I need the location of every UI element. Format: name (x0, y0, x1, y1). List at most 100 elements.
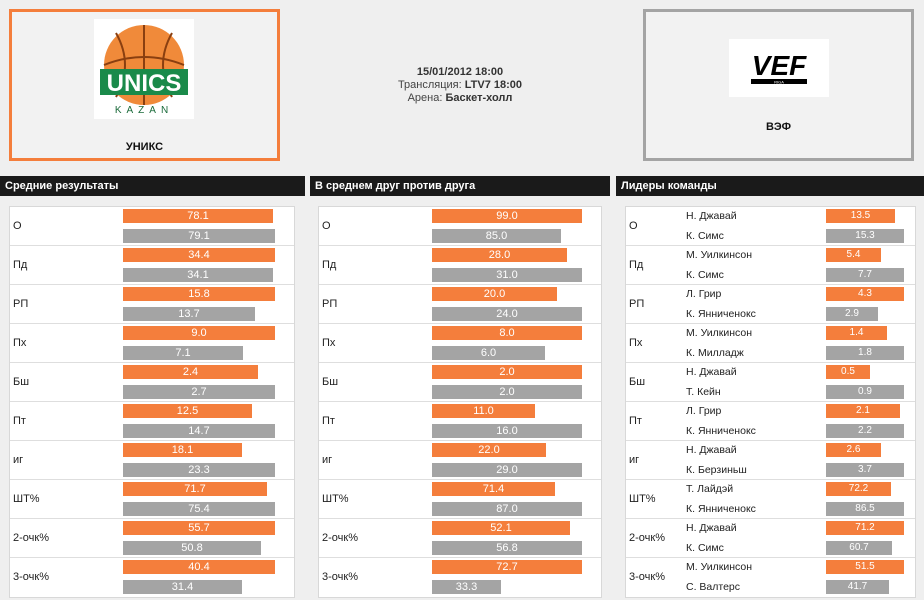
panel-title: В среднем друг против друга (310, 176, 610, 196)
svg-text:KAZAN: KAZAN (115, 105, 173, 116)
arena-value: Баскет-холл (445, 92, 513, 104)
panel-average-results: Средние результаты О 78.1 79.1 Пд 34.4 34.1 РП… (0, 176, 305, 600)
away-player-name[interactable]: К. Симс (686, 269, 724, 281)
home-player-name[interactable]: Н. Джавай (686, 210, 737, 222)
away-value-bar: 85.0 (432, 229, 561, 243)
away-value-bar: 41.7 (826, 580, 889, 594)
away-player-name[interactable]: С. Валтерс (686, 581, 741, 593)
away-value-bar: 31.0 (432, 268, 582, 282)
stat-label: Пт (629, 415, 642, 427)
away-value-bar: 2.0 (432, 385, 582, 399)
stat-label: 2-очк% (322, 532, 358, 544)
stat-label: Пх (13, 337, 27, 349)
stat-label: ШТ% (629, 493, 656, 505)
away-player-name[interactable]: К. Янниченокс (686, 425, 756, 437)
home-player-name[interactable]: Н. Джавай (686, 366, 737, 378)
home-team-card[interactable]: UNICS KAZAN УНИКС (9, 9, 280, 161)
home-value-bar: 8.0 (432, 326, 582, 340)
stat-label: 3-очк% (322, 571, 358, 583)
away-value-bar: 16.0 (432, 424, 582, 438)
home-value-bar: 4.3 (826, 287, 904, 301)
away-value-bar: 87.0 (432, 502, 582, 516)
away-player-name[interactable]: К. Берзиньш (686, 464, 747, 476)
stat-label: Пд (629, 259, 644, 271)
away-value-bar: 14.7 (123, 424, 275, 438)
stat-label: Пт (322, 415, 335, 427)
away-value-bar: 60.7 (826, 541, 892, 555)
stats-table: О 78.1 79.1 Пд 34.4 34.1 РП 15.8 13.7 Пх 9.0 7.1 Бш 2… (9, 206, 295, 598)
stat-label: Бш (629, 376, 646, 388)
stat-row: Пд 34.4 34.1 (10, 246, 294, 285)
stat-row: Пт 11.0 16.0 (319, 402, 601, 441)
home-value-bar: 72.2 (826, 482, 891, 496)
away-value-bar: 3.7 (826, 463, 904, 477)
away-value-bar: 79.1 (123, 229, 275, 243)
away-player-name[interactable]: К. Симс (686, 230, 724, 242)
home-value-bar: 34.4 (123, 248, 275, 262)
away-value-bar: 2.2 (826, 424, 904, 438)
home-player-name[interactable]: Н. Джавай (686, 444, 737, 456)
broadcast-label: Трансляция: (397, 79, 462, 91)
home-value-bar: 12.5 (123, 404, 252, 418)
stat-row: 2-очк% 55.7 50.8 (10, 519, 294, 558)
stat-row: О 99.0 85.0 (319, 207, 601, 246)
panel-title: Лидеры команды (616, 176, 924, 196)
home-value-bar: 28.0 (432, 248, 567, 262)
svg-text:VEF: VEF (752, 50, 807, 81)
stat-label: Пт (13, 415, 26, 427)
away-value-bar: 2.7 (123, 385, 275, 399)
home-player-name[interactable]: Н. Джавай (686, 522, 737, 534)
home-value-bar: 52.1 (432, 521, 570, 535)
away-player-name[interactable]: К. Симс (686, 542, 724, 554)
stat-label: О (322, 220, 331, 232)
stat-row: 3-очк% 40.4 31.4 (10, 558, 294, 597)
home-player-name[interactable]: М. Уилкинсон (686, 249, 753, 261)
stat-row: Бш 2.0 2.0 (319, 363, 601, 402)
stat-label: иг (13, 454, 24, 466)
home-value-bar: 99.0 (432, 209, 582, 223)
stat-label: 2-очк% (629, 532, 665, 544)
stat-row: РП Л. Грир К. Янниченокс 4.3 2.9 (626, 285, 915, 324)
home-team-logo: UNICS KAZAN (94, 19, 194, 119)
home-value-bar: 2.1 (826, 404, 900, 418)
stat-row: Пх 9.0 7.1 (10, 324, 294, 363)
stat-label: ШТ% (322, 493, 349, 505)
home-value-bar: 5.4 (826, 248, 881, 262)
away-player-name[interactable]: Т. Кейн (686, 386, 721, 398)
stat-row: 2-очк% 52.1 56.8 (319, 519, 601, 558)
home-value-bar: 55.7 (123, 521, 275, 535)
stat-row: РП 20.0 24.0 (319, 285, 601, 324)
stat-label: РП (13, 298, 29, 310)
stat-row: Пт Л. Грир К. Янниченокс 2.1 2.2 (626, 402, 915, 441)
away-value-bar: 34.1 (123, 268, 273, 282)
home-player-name[interactable]: М. Уилкинсон (686, 561, 753, 573)
stat-label: РП (629, 298, 645, 310)
stat-row: ШТ% 71.4 87.0 (319, 480, 601, 519)
stat-row: Пд 28.0 31.0 (319, 246, 601, 285)
home-player-name[interactable]: М. Уилкинсон (686, 327, 753, 339)
stat-row: Бш Н. Джавай Т. Кейн 0.5 0.9 (626, 363, 915, 402)
home-value-bar: 0.5 (826, 365, 870, 379)
panel-team-leaders: Лидеры команды О Н. Джавай К. Симс 13.5 15.3… (616, 176, 924, 600)
stats-table: О 99.0 85.0 Пд 28.0 31.0 РП 20.0 24.0 Пх 8.0 6.0 Бш 2… (318, 206, 602, 598)
home-player-name[interactable]: Л. Грир (686, 405, 722, 417)
stat-row: РП 15.8 13.7 (10, 285, 294, 324)
broadcast-value: LTV7 18:00 (464, 79, 523, 91)
away-value-bar: 33.3 (432, 580, 501, 594)
away-team-card[interactable]: VEF RIGA ВЭФ (643, 9, 914, 161)
home-player-name[interactable]: Т. Лайдэй (686, 483, 734, 495)
home-value-bar: 71.4 (432, 482, 555, 496)
away-player-name[interactable]: К. Милладж (686, 347, 744, 359)
stat-row: Пд М. Уилкинсон К. Симс 5.4 7.7 (626, 246, 915, 285)
away-player-name[interactable]: К. Янниченокс (686, 503, 756, 515)
away-value-bar: 29.0 (432, 463, 582, 477)
home-player-name[interactable]: Л. Грир (686, 288, 722, 300)
leaders-table: О Н. Джавай К. Симс 13.5 15.3 Пд М. Уилкинсон К… (625, 206, 916, 598)
stat-row: иг 18.1 23.3 (10, 441, 294, 480)
away-player-name[interactable]: К. Янниченокс (686, 308, 756, 320)
stat-label: Пд (322, 259, 337, 271)
away-value-bar: 13.7 (123, 307, 255, 321)
home-value-bar: 2.0 (432, 365, 582, 379)
stat-row: ШТ% Т. Лайдэй К. Янниченокс 72.2 86.5 (626, 480, 915, 519)
stat-row: иг 22.0 29.0 (319, 441, 601, 480)
